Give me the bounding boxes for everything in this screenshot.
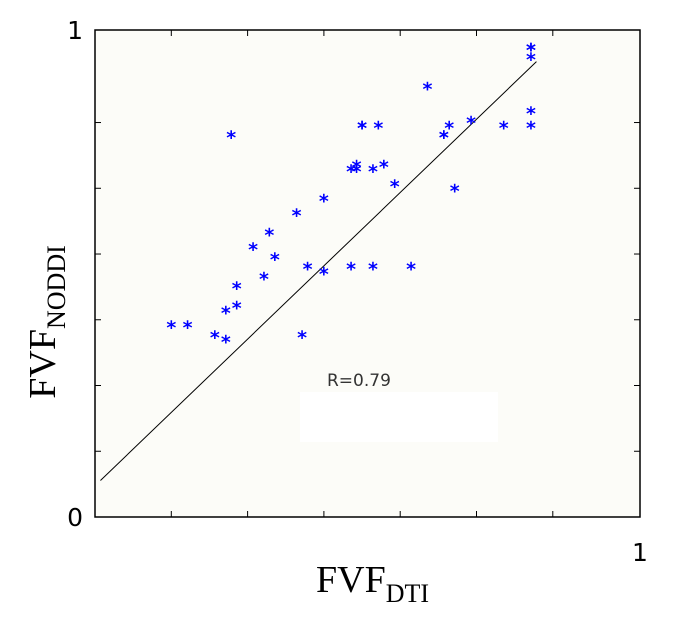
data-point: *	[525, 103, 536, 125]
data-point: *	[356, 117, 367, 139]
data-point: *	[525, 39, 536, 61]
data-point: *	[356, 117, 367, 139]
data-points: * * * ** ********** ******************** * ****…	[166, 39, 537, 353]
data-point: *	[296, 327, 307, 349]
data-point: *	[264, 225, 275, 247]
data-point: *	[367, 161, 378, 183]
data-point: *	[231, 298, 242, 320]
tick-marks	[95, 30, 640, 517]
data-point: *	[220, 302, 231, 324]
data-point: *	[389, 176, 400, 198]
x-tick-label: 1	[632, 538, 648, 567]
annotation-box	[300, 392, 498, 442]
data-point: *	[444, 117, 455, 139]
data-point: *	[438, 127, 449, 149]
data-point: *	[258, 268, 269, 290]
data-point: *	[373, 117, 384, 139]
data-point: *	[351, 161, 362, 183]
x-axis-label-main: FVF	[316, 559, 386, 601]
data-point: *	[367, 259, 378, 281]
data-point: *	[345, 161, 356, 183]
data-point: *	[166, 317, 177, 339]
data-point: *	[498, 117, 509, 139]
data-point: *	[525, 49, 536, 71]
data-point: *	[269, 249, 280, 271]
data-point: *	[422, 78, 433, 100]
fit-line	[100, 61, 537, 481]
tick-labels: 0 1 1	[67, 16, 648, 567]
data-point: *	[449, 181, 460, 203]
data-point: *	[351, 156, 362, 178]
y-axis-label-main: FVF	[22, 329, 64, 399]
data-point: *	[247, 239, 258, 261]
data-point: *	[345, 259, 356, 281]
y-axis-label-sub: NODDI	[42, 245, 71, 329]
y-tick-label: 1	[67, 16, 83, 45]
data-point: *	[302, 259, 313, 281]
data-point: *	[226, 127, 237, 149]
data-point: *	[209, 327, 220, 349]
data-point: *	[220, 332, 231, 354]
data-point: *	[318, 190, 329, 212]
y-axis-label: FVFNODDI	[22, 245, 71, 398]
x-axis-label: FVFDTI	[316, 559, 429, 608]
y-tick-label: 0	[67, 503, 83, 532]
data-point: *	[291, 205, 302, 227]
data-point: *	[405, 259, 416, 281]
data-point: *	[378, 156, 389, 178]
x-axis-label-sub: DTI	[386, 579, 429, 608]
data-point: *	[182, 317, 193, 339]
data-point: *	[438, 127, 449, 149]
data-point: *	[465, 113, 476, 135]
data-point: *	[231, 278, 242, 300]
data-point: *	[525, 39, 536, 61]
r-value-annotation: R=0.79	[327, 371, 391, 391]
data-point: *	[525, 117, 536, 139]
data-point: *	[318, 264, 329, 286]
